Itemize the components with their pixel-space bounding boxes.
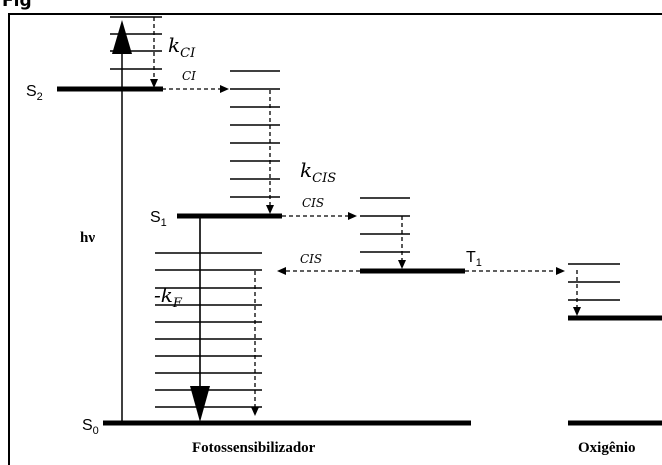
s0-vibrational-levels	[155, 252, 262, 408]
cis-upper-label: CIS	[302, 196, 324, 210]
s0-relaxation-arrowhead	[251, 407, 259, 416]
cis-lower-label: CIS	[300, 252, 322, 266]
excitation-arrowhead	[112, 20, 132, 54]
s0-label: S0	[82, 417, 99, 437]
t1-label: T1	[466, 249, 482, 269]
energy-transfer-arrowhead	[556, 267, 565, 275]
ci-transition-label: CI	[182, 69, 196, 83]
s2-relaxation-arrowhead	[150, 79, 158, 88]
excitation-label: hν	[80, 230, 95, 246]
figure-title: Fig	[2, 0, 32, 11]
kf-label: -kF	[154, 283, 183, 311]
cis-lower-arrowhead	[277, 267, 286, 275]
kcis-label: kCIS	[300, 158, 336, 186]
oxygen-relaxation-arrowhead	[573, 307, 581, 316]
cis-upper-arrowhead	[348, 212, 357, 220]
t1-relaxation-arrowhead	[398, 260, 406, 269]
kci-label: kCI	[168, 33, 196, 61]
ci-arrowhead	[220, 85, 229, 93]
photosensitizer-label: Fotossensibilizador	[192, 440, 316, 456]
s1-relaxation-arrowhead	[266, 205, 274, 214]
s1-upper-vibrational-levels	[230, 70, 280, 198]
s2-label: S2	[26, 83, 43, 103]
oxygen-label: Oxigênio	[578, 440, 636, 456]
oxygen-vibrational-levels	[568, 263, 620, 301]
s1-label: S1	[150, 209, 167, 229]
figure-frame	[8, 13, 662, 465]
fluorescence-arrowhead	[190, 386, 210, 422]
